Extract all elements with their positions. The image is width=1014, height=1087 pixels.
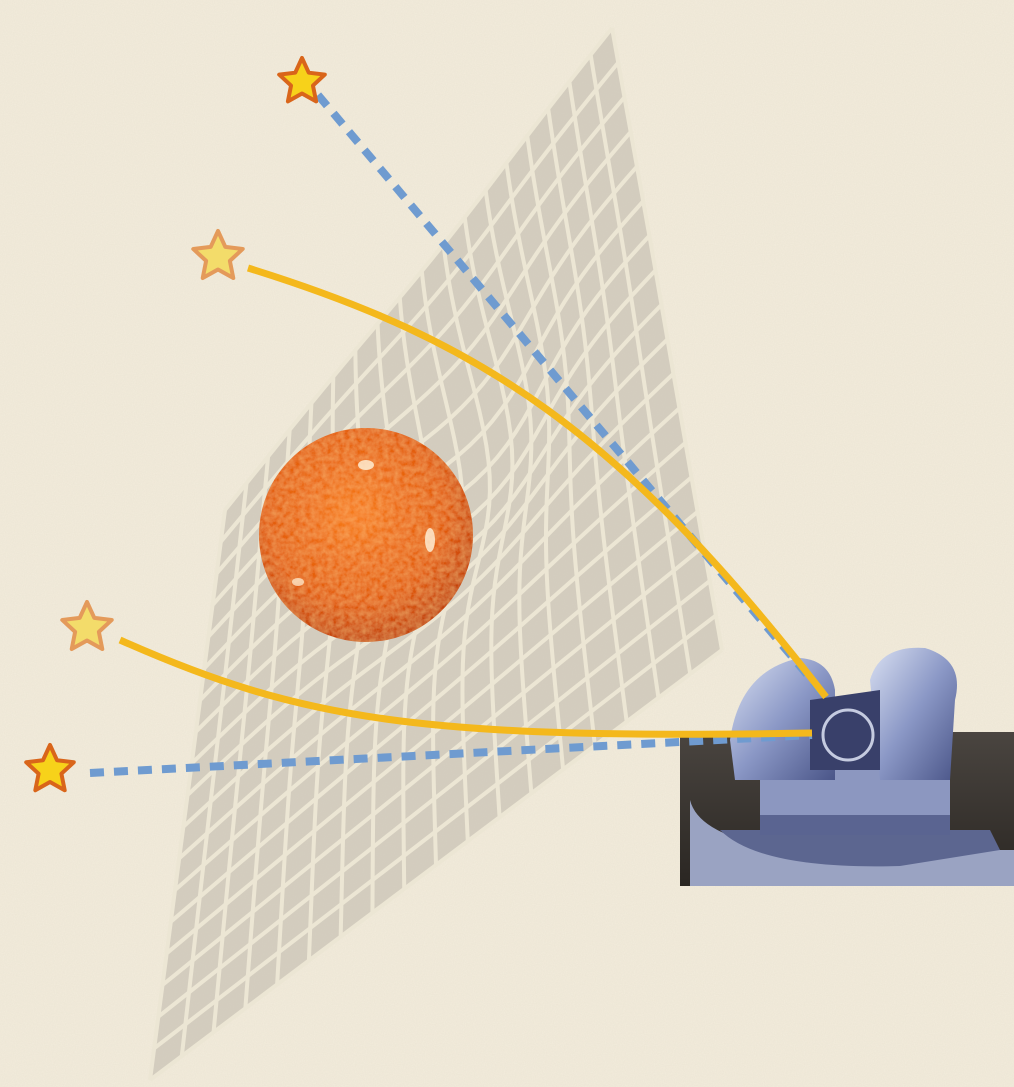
dome-right xyxy=(870,647,957,780)
grid-line xyxy=(567,81,661,699)
stars xyxy=(24,56,327,793)
grid-line xyxy=(152,613,718,1050)
telescope xyxy=(680,647,1014,886)
bent-light-path xyxy=(246,264,829,700)
dome-base-band xyxy=(760,815,950,835)
platform-edge xyxy=(720,830,1000,867)
grid-line xyxy=(157,579,712,1019)
dome-left xyxy=(730,658,835,780)
sun-spot xyxy=(425,528,435,552)
star xyxy=(60,600,114,652)
bent-light-path xyxy=(118,636,813,738)
telescope-mirror xyxy=(821,708,875,762)
straight-light-path xyxy=(89,731,813,777)
grid-line xyxy=(148,648,724,1082)
sun-spot xyxy=(292,578,304,586)
star xyxy=(191,229,245,281)
dome-opening xyxy=(810,690,880,770)
sun xyxy=(259,428,473,642)
star xyxy=(24,743,76,793)
star xyxy=(277,56,327,104)
grid-line xyxy=(161,544,705,987)
platform xyxy=(690,800,1014,886)
sun-spot xyxy=(358,460,374,470)
grid-line xyxy=(588,54,693,675)
